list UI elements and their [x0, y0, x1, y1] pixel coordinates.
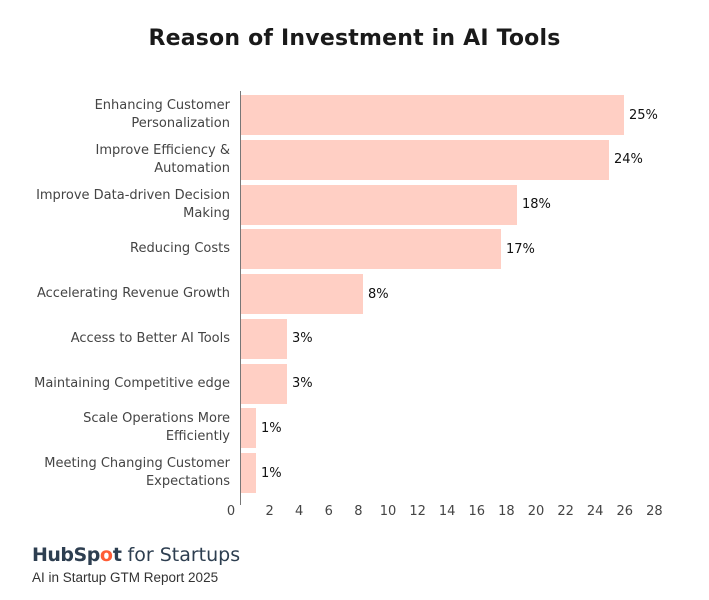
bar — [241, 408, 256, 449]
x-tick-label: 16 — [468, 504, 486, 519]
bar-row: Reducing Costs 17% — [0, 229, 709, 270]
value-label: 25% — [629, 107, 658, 123]
bar-row: Maintaining Competitive edge 3% — [0, 363, 709, 404]
category-label: Improve Data-driven Decision Making — [36, 187, 230, 221]
value-label: 8% — [368, 286, 389, 302]
x-tick-label: 4 — [295, 504, 304, 519]
value-label: 1% — [261, 420, 282, 436]
y-axis-line — [240, 91, 241, 505]
value-label: 24% — [614, 152, 643, 168]
sprocket-icon: o — [99, 544, 113, 566]
value-label: 3% — [292, 376, 313, 391]
bar-row: Scale Operations More Efficiently 1% — [0, 408, 709, 449]
bar-row: Improve Data-driven Decision Making 18% — [0, 184, 709, 225]
x-tick-label: 26 — [616, 504, 634, 519]
bar-row: Meeting Changing Customer Expectations 1% — [0, 453, 709, 493]
bar — [241, 453, 256, 493]
source-note: AI in Startup GTM Report 2025 — [32, 570, 219, 585]
bar — [241, 184, 517, 225]
bar — [241, 229, 501, 270]
value-label: 1% — [261, 465, 282, 481]
bar — [241, 139, 609, 180]
value-label: 3% — [292, 331, 313, 347]
category-label: Scale Operations More Efficiently — [83, 411, 230, 445]
x-tick-label: 0 — [226, 504, 236, 519]
bar-row: Improve Efficiency & Automation 24% — [0, 139, 709, 180]
category-label: Maintaining Competitive edge — [34, 375, 230, 391]
value-label: 18% — [522, 197, 551, 212]
x-tick-label: 24 — [586, 504, 604, 519]
bar-row: Access to Better AI Tools 3% — [0, 318, 709, 359]
hubspot-logo: HubSpot for Startups — [32, 544, 240, 566]
brand-hubsp: HubSp — [32, 544, 100, 566]
category-label: Meeting Changing Customer Expectations — [44, 456, 230, 489]
value-label: 17% — [506, 241, 535, 257]
x-tick-label: 12 — [409, 504, 426, 519]
bar — [241, 274, 363, 314]
brand-for-startups: for Startups — [121, 544, 241, 566]
bar-row: Enhancing Customer Personalization 25% — [0, 95, 709, 135]
bar-row: Accelerating Revenue Growth 8% — [0, 274, 709, 314]
x-tick-label: 22 — [557, 504, 574, 519]
x-tick-label: 10 — [379, 504, 397, 519]
x-tick-label: 8 — [354, 504, 363, 519]
category-label: Access to Better AI Tools — [70, 330, 230, 346]
brand-t: t — [112, 544, 122, 566]
x-tick-label: 14 — [438, 504, 456, 519]
category-label: Accelerating Revenue Growth — [36, 286, 230, 301]
bar — [241, 95, 624, 135]
x-tick-label: 6 — [324, 504, 333, 519]
bar — [241, 318, 287, 359]
bar — [241, 363, 287, 404]
category-label: Enhancing Customer Personalization — [94, 98, 230, 131]
x-tick-label: 20 — [527, 504, 545, 519]
category-label: Improve Efficiency & Automation — [95, 142, 230, 176]
chart-title: Reason of Investment in AI Tools — [148, 26, 561, 51]
category-label: Reducing Costs — [130, 241, 230, 257]
x-tick-label: 18 — [498, 504, 515, 519]
x-tick-label: 2 — [265, 504, 274, 519]
x-tick-label: 28 — [646, 504, 663, 519]
